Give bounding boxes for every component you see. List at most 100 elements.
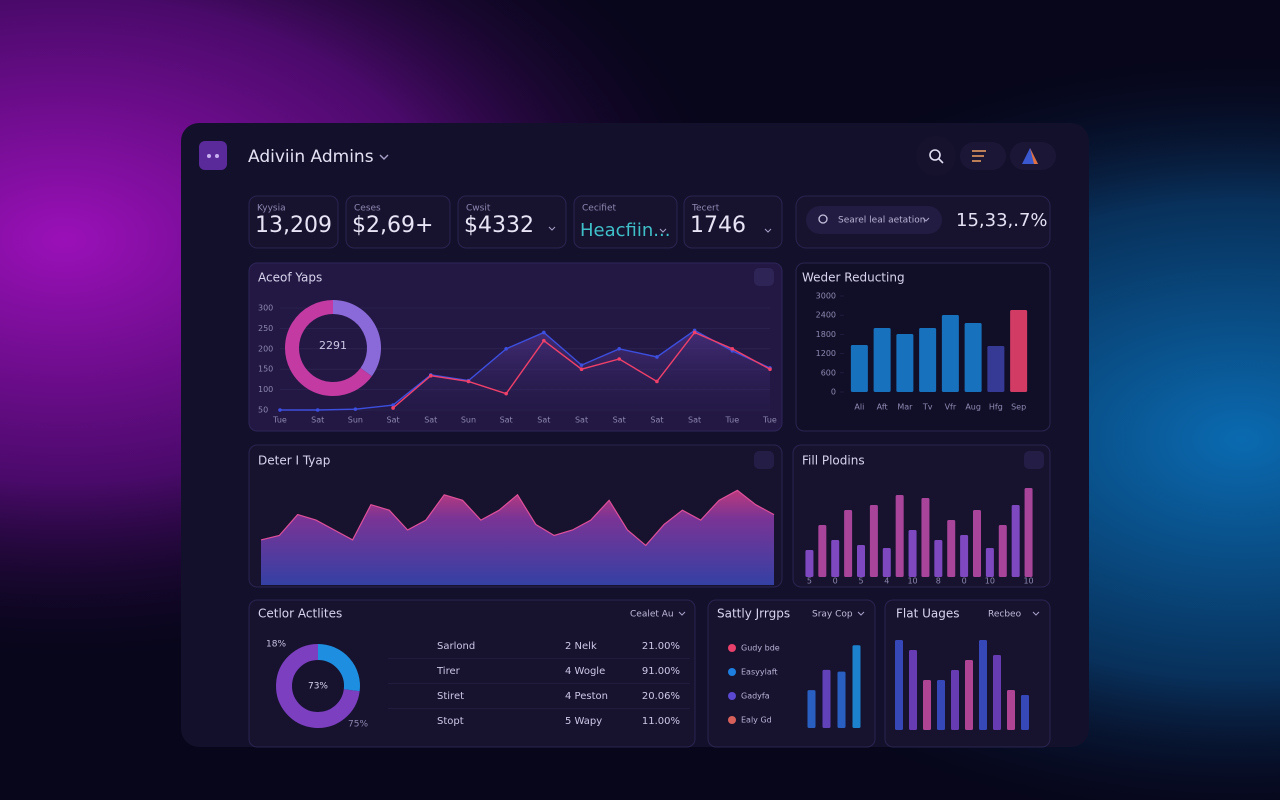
donut-segment [332,300,381,377]
point [768,367,772,372]
panel-action[interactable] [1024,451,1044,469]
chevron[interactable] [764,228,772,233]
x-tick-label: Aug [965,403,981,412]
legend-swatch [728,668,736,676]
bar [852,645,861,728]
panel-title: Weder Reducting [802,271,905,285]
chevron[interactable] [379,154,389,160]
x-tick-label: 0 [833,577,838,586]
bar [993,655,1001,730]
chevron[interactable] [659,228,667,233]
x-tick-label: 10 [985,577,995,586]
x-tick-label: Sat [311,416,324,425]
point [391,406,395,410]
bar [869,505,878,577]
table-cell: 91.00% [642,666,680,677]
panel-title: Flat Uages [896,607,960,621]
bar [937,680,945,730]
x-tick-label: Sat [537,416,550,425]
y-tick-label: 0 [831,388,836,397]
y-tick-label: 3000 [816,292,836,301]
point [428,373,433,378]
donut-label: 73% [308,682,328,692]
logo[interactable] [199,141,227,170]
search-icon [929,149,941,161]
point [617,357,622,361]
bar [934,540,943,577]
bar [960,535,969,577]
table-cell: 21.00% [642,641,680,652]
point [730,347,735,351]
y-tick-label: 150 [258,365,273,374]
x-tick-label: 5 [807,577,812,586]
bar [919,328,937,392]
legend-swatch [728,692,736,700]
x-tick-label: Sat [688,416,701,425]
bar [831,540,840,577]
bar [941,315,959,392]
kpi-card [457,195,567,249]
x-tick-label: Tue [272,416,287,425]
kpi-card [573,195,678,249]
bar [1011,505,1020,577]
bar [951,670,959,730]
chevron[interactable] [548,226,556,231]
x-tick-label: Sun [348,416,363,425]
x-tick-label: Vfr [945,403,957,412]
avatar [1030,148,1038,164]
point [692,330,697,335]
panel-action[interactable] [754,268,774,286]
kpi-label: Cecifiet [582,204,616,214]
area [261,490,774,585]
point [542,330,546,335]
y-tick-label: 250 [258,324,273,333]
kpi-card [248,195,339,249]
x-tick-label: 4 [884,577,889,586]
donut-segment [276,644,360,728]
table-cell: 20.06% [642,691,680,702]
filter[interactable]: Sray Cop [812,610,853,620]
kpi-label: Ceses [354,204,381,214]
point [579,363,584,367]
panel-title: Aceof Yaps [258,271,322,285]
bar [844,510,853,577]
logo-dot [215,154,219,158]
kpi-value: 1746 [690,213,746,238]
x-tick-label: Ali [854,403,864,412]
donut-label: 2291 [319,339,347,352]
y-tick-label: 1800 [816,330,836,339]
legend-label: Easyylaft [741,668,778,677]
panel-title: Deter I Tyap [258,454,330,468]
bar [965,660,973,730]
search-icon [818,214,828,224]
bar [850,344,868,392]
chevron [678,611,686,616]
point [655,355,659,359]
table-cell: Tirer [436,666,461,677]
bar [921,498,930,577]
bar [807,690,816,728]
point [353,407,358,411]
point [504,347,508,351]
point [655,379,659,384]
filter[interactable]: Recbeo [988,610,1022,620]
bar [895,640,903,730]
bar [837,671,846,728]
filter[interactable]: Cealet Au [630,610,674,620]
bar [857,545,865,577]
point [315,408,320,412]
search-button[interactable] [916,136,956,176]
chevron [857,611,865,616]
x-tick-label: 0 [962,577,967,586]
bar [987,345,1005,392]
y-tick-label: 300 [258,304,273,313]
bar [882,548,891,577]
legend-label: Ealy Gd [741,716,772,725]
legend-swatch [728,716,736,724]
kpi-value: $4332 [464,213,534,238]
search-field[interactable] [806,206,942,234]
bar [1021,695,1029,730]
panel-action[interactable] [754,451,774,469]
bar [979,640,987,730]
